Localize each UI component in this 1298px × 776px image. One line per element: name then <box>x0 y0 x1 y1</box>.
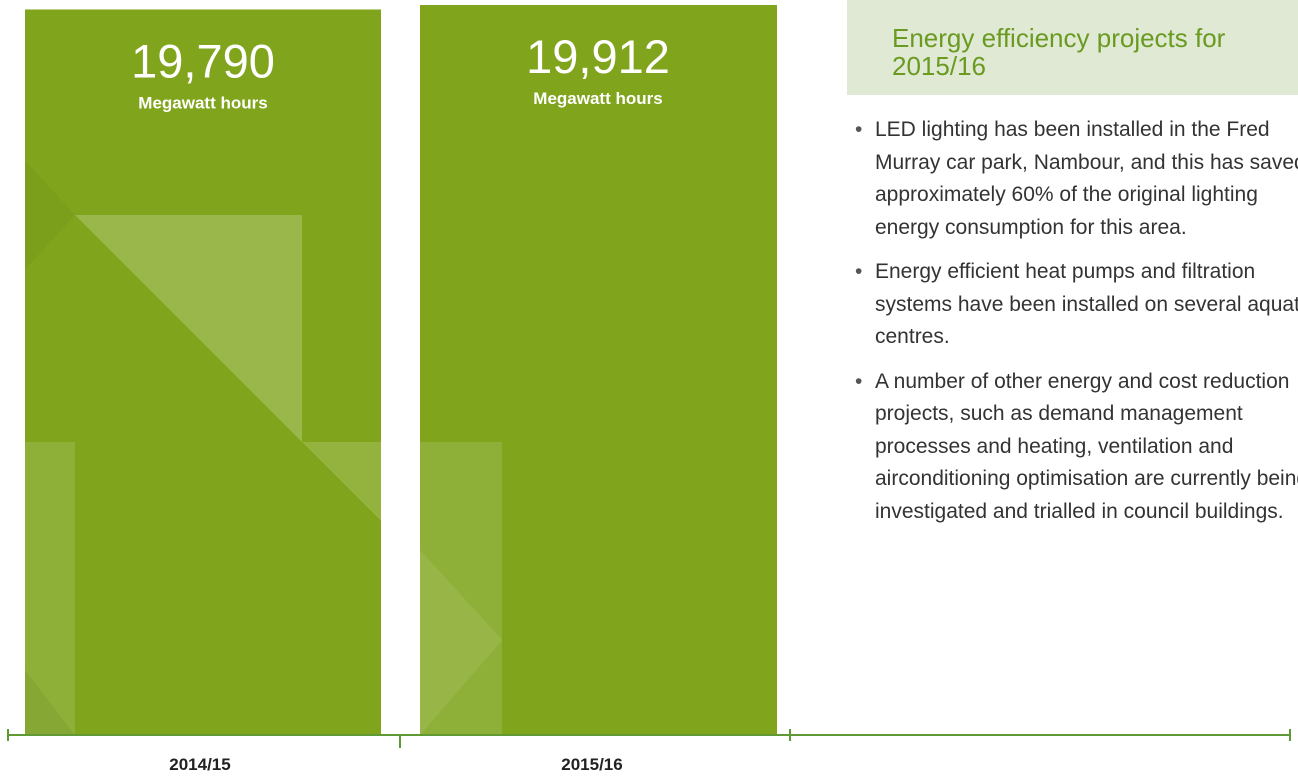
x-tick-label: 2015/16 <box>561 755 622 774</box>
bar <box>420 5 777 735</box>
bar <box>25 9 381 736</box>
decoration <box>420 442 502 735</box>
x-tick-label: 2014/15 <box>169 755 230 774</box>
bullet-list: LED lighting has been installed in the F… <box>848 114 1298 540</box>
bars <box>25 5 777 736</box>
value-unit: Megawatt hours <box>138 93 267 112</box>
bullet-item: LED lighting has been installed in the F… <box>855 114 1298 244</box>
value-unit: Megawatt hours <box>533 89 662 108</box>
bullet-item: A number of other energy and cost reduct… <box>855 366 1298 529</box>
value-label: 19,790 <box>131 34 275 87</box>
bullet-item: Energy efficient heat pumps and filtrati… <box>855 256 1298 354</box>
x-axis <box>7 729 1291 748</box>
value-label: 19,912 <box>526 30 670 83</box>
decoration <box>25 160 381 735</box>
panel-title: Energy efficiency projects for 2015/16 <box>847 0 1298 95</box>
